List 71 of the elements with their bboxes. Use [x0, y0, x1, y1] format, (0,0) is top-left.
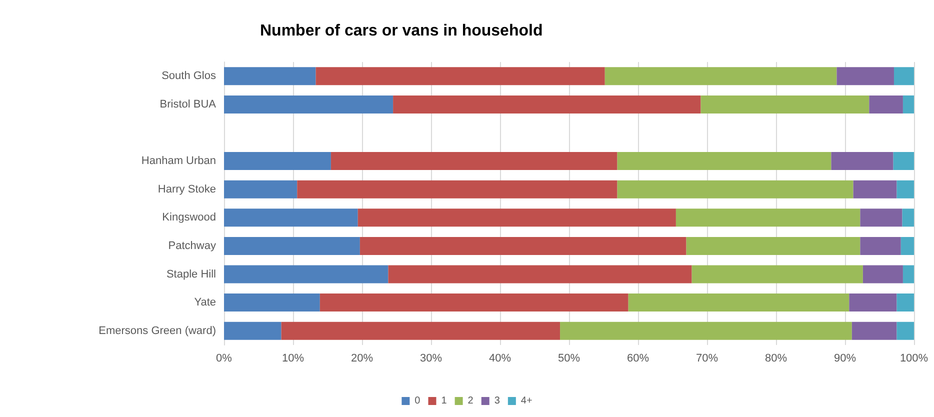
y-tick-label: Kingswood — [162, 212, 216, 224]
legend-label: 3 — [494, 396, 500, 406]
y-tick-label: South Glos — [162, 70, 216, 82]
bar — [388, 265, 692, 284]
y-tick-label: Harry Stoke — [158, 183, 216, 196]
x-tick-label: 100% — [900, 352, 928, 364]
bar — [831, 152, 894, 170]
bar — [676, 208, 860, 227]
x-tick-label: 10% — [282, 352, 304, 364]
bar — [900, 236, 914, 255]
bar — [330, 152, 618, 170]
bar — [860, 236, 901, 255]
bar — [902, 208, 914, 227]
x-tick-label: 70% — [696, 352, 718, 364]
x-tick-label: 80% — [764, 352, 788, 364]
bar — [869, 95, 903, 114]
bar — [281, 322, 560, 340]
bar — [224, 208, 358, 227]
legend-label: 1 — [441, 396, 448, 406]
bar — [896, 322, 914, 340]
y-tick-label: Bristol BUA — [160, 98, 217, 110]
bar — [836, 67, 894, 86]
bar — [893, 152, 914, 170]
bar — [692, 265, 863, 284]
y-tick-label: Yate — [194, 296, 216, 309]
legend-label: 0 — [414, 396, 421, 406]
bar — [224, 152, 331, 170]
bar — [224, 322, 282, 340]
bar — [896, 180, 914, 198]
y-tick-label: Patchway — [168, 240, 216, 252]
bar — [896, 294, 914, 312]
x-tick-label: 40% — [488, 352, 512, 364]
bar — [360, 236, 686, 255]
bar — [700, 95, 870, 114]
bar — [894, 67, 914, 86]
y-tick-label: Staple Hill — [166, 268, 216, 280]
bar — [358, 208, 676, 227]
bar — [224, 294, 320, 312]
bar — [224, 67, 316, 86]
bar — [849, 294, 897, 312]
bar — [320, 294, 628, 312]
bar — [224, 180, 298, 198]
x-tick-label: 60% — [626, 352, 650, 364]
bar — [902, 265, 914, 284]
bar — [617, 180, 854, 198]
bar — [297, 180, 618, 198]
bar — [560, 322, 852, 340]
x-tick-label: 50% — [558, 352, 580, 364]
legend-label: 2 — [468, 396, 474, 406]
bar — [224, 95, 394, 114]
bar — [902, 95, 914, 114]
legend-label: 4+ — [520, 396, 532, 406]
bar — [224, 265, 388, 284]
y-tick-label: Hanham Urban — [141, 155, 216, 168]
x-tick-label: 90% — [834, 352, 856, 364]
bar — [604, 67, 837, 86]
bar — [853, 180, 897, 198]
bar — [686, 236, 860, 255]
x-tick-label: 0% — [216, 352, 232, 364]
bar — [852, 322, 897, 340]
bar — [393, 95, 701, 114]
bar — [617, 152, 832, 170]
bar — [862, 265, 903, 284]
bar — [628, 294, 850, 312]
chart-title: Number of cars or vans in household — [260, 22, 543, 40]
y-tick-label: Emersons Green (ward) — [98, 324, 216, 337]
x-tick-label: 30% — [420, 352, 442, 364]
x-tick-label: 20% — [350, 352, 374, 364]
bar — [860, 208, 902, 227]
bar — [224, 236, 360, 255]
bar — [316, 67, 605, 86]
